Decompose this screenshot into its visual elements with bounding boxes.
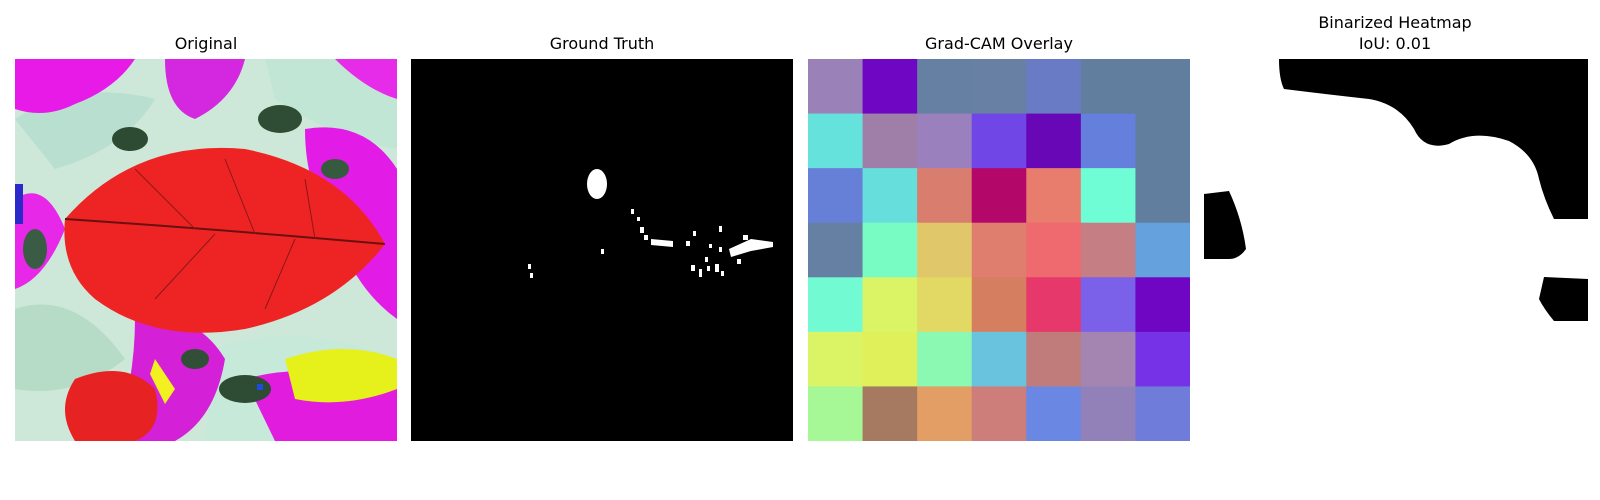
gradcam-cell	[1135, 113, 1190, 169]
panel-title-gradcam-overlay: Grad-CAM Overlay	[925, 34, 1073, 53]
gradcam-cell	[862, 168, 918, 224]
gradcam-cell	[917, 113, 973, 169]
gradcam-cell	[1026, 113, 1082, 169]
gradcam-cell	[1135, 386, 1190, 441]
gradcam-cell	[862, 277, 918, 333]
gradcam-cell	[1080, 168, 1136, 224]
binarized-heatmap-picture	[1204, 59, 1588, 441]
gradcam-cell	[971, 331, 1027, 387]
panel-title-ground-truth: Ground Truth	[549, 34, 655, 53]
ground-truth-mask	[411, 59, 793, 441]
gradcam-cell	[1135, 222, 1190, 278]
gradcam-cell	[1080, 113, 1136, 169]
original-leaf-picture	[15, 59, 397, 441]
gradcam-cell	[862, 113, 918, 169]
gradcam-cell	[1080, 277, 1136, 333]
gradcam-cell	[971, 222, 1027, 278]
gradcam-cell	[808, 331, 864, 387]
gradcam-cell	[1080, 386, 1136, 441]
gradcam-cell	[808, 113, 864, 169]
gradcam-cell	[862, 222, 918, 278]
gradcam-cell	[917, 59, 973, 115]
gradcam-cell	[1026, 168, 1082, 224]
gradcam-cell	[1135, 168, 1190, 224]
gradcam-cell	[971, 386, 1027, 441]
gradcam-cell	[862, 331, 918, 387]
gradcam-cell	[1135, 277, 1190, 333]
original-image	[15, 59, 397, 441]
panel-subtitle-iou: IoU: 0.01	[1358, 34, 1432, 53]
ground-truth-mask-picture	[411, 59, 793, 441]
gradcam-cell	[808, 222, 864, 278]
gradcam-cell	[1026, 59, 1082, 115]
gradcam-cell	[1026, 331, 1082, 387]
panel-title-binarized-heatmap: Binarized Heatmap	[1318, 13, 1472, 32]
gradcam-cell	[808, 59, 864, 115]
gradcam-cell	[1026, 277, 1082, 333]
gradcam-cell	[808, 386, 864, 441]
gradcam-cell	[971, 277, 1027, 333]
gradcam-cell	[808, 277, 864, 333]
gradcam-cell	[917, 277, 973, 333]
gradcam-cell	[1135, 331, 1190, 387]
gradcam-cell	[1080, 59, 1136, 115]
gradcam-cell	[971, 113, 1027, 169]
gradcam-cell	[1080, 222, 1136, 278]
gradcam-cell	[1026, 222, 1082, 278]
gradcam-cell	[1135, 59, 1190, 115]
gradcam-cell	[862, 386, 918, 441]
gradcam-cell	[917, 222, 973, 278]
binarized-heatmap	[1204, 59, 1588, 441]
gradcam-cell	[1080, 331, 1136, 387]
gradcam-overlay	[808, 59, 1190, 441]
gradcam-cell	[917, 331, 973, 387]
panel-title-original: Original	[174, 34, 238, 53]
gradcam-cell	[808, 168, 864, 224]
gradcam-cell	[862, 59, 918, 115]
gradcam-cell	[1026, 386, 1082, 441]
gradcam-cell	[971, 168, 1027, 224]
gradcam-cell	[971, 59, 1027, 115]
gradcam-cell	[917, 386, 973, 441]
gradcam-cell	[917, 168, 973, 224]
gradcam-heatmap-grid	[808, 59, 1190, 441]
